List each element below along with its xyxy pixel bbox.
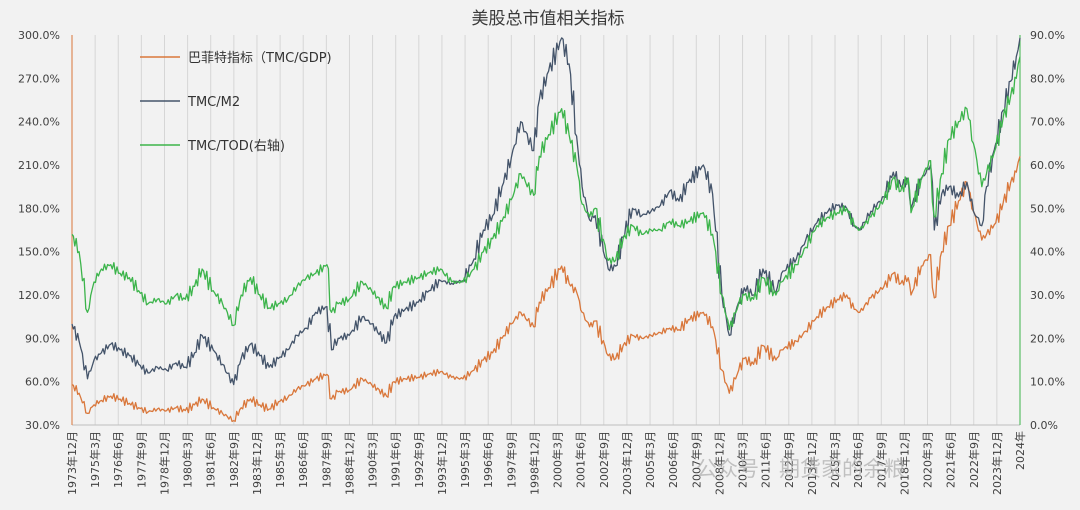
x-tick-label: 1992年9月 <box>412 431 426 488</box>
x-tick-label: 2016年6月 <box>851 431 865 488</box>
x-tick-label: 2013年12月 <box>805 431 819 495</box>
x-tick-label: 1973年12月 <box>65 431 79 495</box>
y-right-tick-label: 30.0% <box>1030 289 1065 302</box>
x-tick-label: 2006年6月 <box>666 431 680 488</box>
x-tick-label: 2023年12月 <box>990 431 1004 495</box>
y-right-tick-label: 50.0% <box>1030 202 1065 215</box>
x-tick-label: 2000年3月 <box>551 431 565 488</box>
x-tick-label: 1987年9月 <box>319 431 333 488</box>
chart-title: 美股总市值相关指标 <box>472 9 625 29</box>
buffett-indicator-line <box>71 156 1021 423</box>
x-tick-label: 1985年3月 <box>273 431 287 488</box>
y-right-tick-label: 0.0% <box>1030 419 1058 432</box>
y-left-tick-label: 150.0% <box>18 246 60 259</box>
x-tick-label: 2024年 <box>1013 431 1027 470</box>
x-tick-label: 2017年9月 <box>874 431 888 488</box>
x-tick-label: 1995年3月 <box>458 431 472 488</box>
x-tick-label: 1998年12月 <box>527 431 541 495</box>
y-left-tick-label: 210.0% <box>18 159 60 172</box>
y-right-tick-label: 80.0% <box>1030 72 1065 85</box>
y-left-tick-label: 270.0% <box>18 72 60 85</box>
legend-label: 巴菲特指标（TMC/GDP) <box>188 51 332 66</box>
grid <box>71 35 1021 426</box>
x-tick-label: 1982年9月 <box>227 431 241 488</box>
x-tick-label: 2011年6月 <box>759 431 773 488</box>
x-tick-label: 2012年9月 <box>782 431 796 488</box>
y-left-tick-label: 180.0% <box>18 202 60 215</box>
x-tick-label: 1978年12月 <box>157 431 171 495</box>
x-tick-label: 1977年9月 <box>134 431 148 488</box>
x-tick-label: 1996年6月 <box>481 431 495 488</box>
legend-label: TMC/M2 <box>187 95 240 110</box>
legend-label: TMC/TOD(右轴) <box>187 139 285 154</box>
x-tick-label: 2007年9月 <box>689 431 703 488</box>
legend: 巴菲特指标（TMC/GDP) TMC/M2 TMC/TOD(右轴) <box>140 51 332 154</box>
x-tick-label: 1991年6月 <box>389 431 403 488</box>
x-tick-label: 2015年3月 <box>828 431 842 488</box>
x-tick-label: 1980年3月 <box>181 431 195 488</box>
x-tick-label: 2018年12月 <box>897 431 911 495</box>
x-tick-label: 1997年9月 <box>504 431 518 488</box>
x-tick-label: 2021年6月 <box>944 431 958 488</box>
y-right-tick-label: 10.0% <box>1030 376 1065 389</box>
x-tick-label: 1986年6月 <box>296 431 310 488</box>
series-lines <box>71 37 1021 423</box>
y-axis-right: 90.0% 80.0% 70.0% 60.0% 50.0% 40.0% 30.0% 20.0%… <box>1019 29 1065 432</box>
x-tick-label: 1983年12月 <box>250 431 264 495</box>
x-tick-label: 2003年12月 <box>620 431 634 495</box>
y-right-tick-label: 20.0% <box>1030 332 1065 345</box>
y-right-tick-label: 70.0% <box>1030 116 1065 129</box>
x-tick-label: 1976年6月 <box>111 431 125 488</box>
y-left-tick-label: 30.0% <box>25 419 60 432</box>
x-tick-label: 1993年12月 <box>435 431 449 495</box>
x-tick-label: 1975年3月 <box>88 431 102 488</box>
y-left-tick-label: 60.0% <box>25 376 60 389</box>
y-axis-left: 300.0% 270.0% 240.0% 210.0% 180.0% 150.0% 120.… <box>18 29 73 432</box>
x-tick-label: 2020年3月 <box>921 431 935 488</box>
x-axis: 1973年12月 1975年3月 1976年6月 1977年9月 1978年12月 198… <box>65 431 1027 495</box>
x-tick-label: 2001年6月 <box>574 431 588 488</box>
y-right-tick-label: 60.0% <box>1030 159 1065 172</box>
x-tick-label: 2002年9月 <box>597 431 611 488</box>
x-tick-label: 2005年3月 <box>643 431 657 488</box>
x-tick-label: 2008年12月 <box>712 431 726 495</box>
tmc-m2-line <box>71 37 1021 386</box>
y-left-tick-label: 90.0% <box>25 332 60 345</box>
y-left-tick-label: 300.0% <box>18 29 60 42</box>
y-right-tick-label: 40.0% <box>1030 246 1065 259</box>
x-tick-label: 1988年12月 <box>342 431 356 495</box>
x-tick-label: 2022年9月 <box>967 431 981 488</box>
x-tick-label: 1990年3月 <box>366 431 380 488</box>
x-tick-label: 1981年6月 <box>204 431 218 488</box>
watermark: 公众号 · 期货家的余粮 <box>696 457 905 481</box>
tmc-tod-line <box>71 56 1021 331</box>
y-right-tick-label: 90.0% <box>1030 29 1065 42</box>
y-left-tick-label: 120.0% <box>18 289 60 302</box>
y-left-tick-label: 240.0% <box>18 116 60 129</box>
x-tick-label: 2010年3月 <box>736 431 750 488</box>
